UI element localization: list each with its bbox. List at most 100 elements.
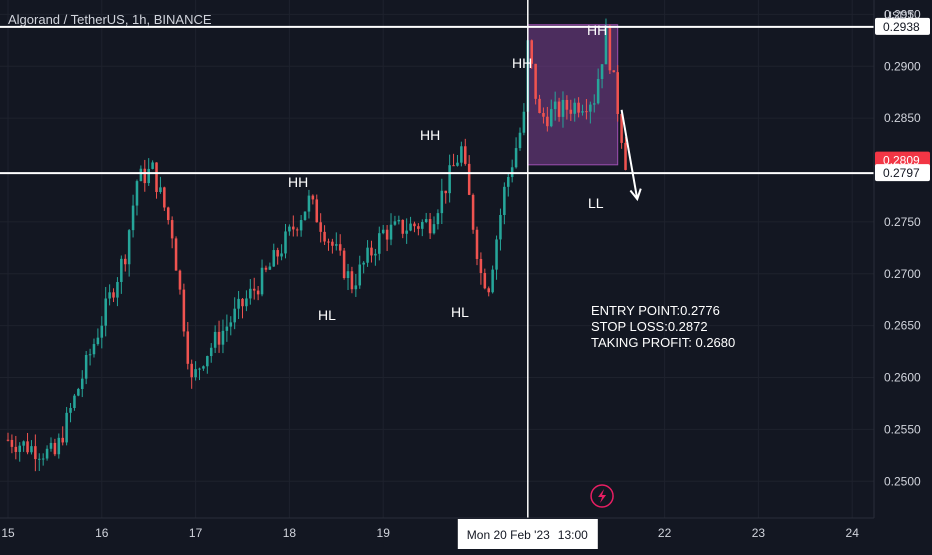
candle-body (424, 219, 428, 223)
x-tick-label: 22 (658, 526, 672, 540)
candle-body (464, 146, 467, 164)
candle-body (237, 298, 240, 309)
candle-body (135, 181, 139, 206)
candle-body (57, 437, 61, 455)
price-label-text: 0.2938 (883, 20, 920, 34)
candle-body (10, 439, 14, 447)
candle-body (182, 289, 186, 332)
candle-body (577, 102, 580, 113)
candle-body (561, 99, 565, 117)
candle-body (315, 199, 319, 223)
y-tick-label: 0.2550 (884, 422, 921, 436)
candle-body (542, 112, 545, 117)
candle-body (358, 264, 362, 286)
candle-body (104, 298, 107, 326)
candle-body (514, 148, 518, 168)
candle-body (292, 226, 295, 230)
candle-body (178, 270, 182, 290)
candle-body (538, 98, 541, 113)
candle-body (6, 439, 10, 441)
candle-body (616, 72, 619, 114)
candle-body (323, 231, 326, 242)
candle-body (311, 195, 315, 200)
hh-label: HH (512, 55, 533, 71)
candle-body (452, 165, 455, 167)
candle-body (483, 273, 487, 289)
candle-body (249, 288, 252, 299)
candle-body (233, 308, 236, 323)
candle-body (569, 109, 573, 114)
price-label-text: 0.2797 (883, 166, 920, 180)
projection-arrowhead (629, 188, 642, 202)
candle-body (241, 298, 244, 307)
candle-body (397, 219, 401, 222)
candle-body (92, 344, 96, 355)
candle-body (127, 230, 131, 265)
candle-body (37, 458, 41, 460)
candle-body (147, 168, 150, 184)
candle-body (272, 250, 276, 267)
candle-body (213, 331, 217, 348)
candle-body (276, 250, 279, 257)
candle-body (549, 109, 553, 127)
x-tick-label: 16 (95, 526, 109, 540)
candle-body (354, 285, 358, 290)
candle-body (159, 187, 162, 192)
candle-body (303, 211, 307, 221)
candle-body (186, 331, 190, 364)
candle-body (612, 70, 616, 73)
candle-body (620, 113, 623, 143)
candle-body (123, 258, 127, 265)
candle-body (221, 330, 225, 345)
candle-body (198, 368, 201, 370)
candle-body (589, 104, 592, 112)
candle-body (565, 99, 569, 110)
candle-body (331, 241, 334, 246)
candle-body (370, 247, 373, 256)
candle-body (530, 40, 533, 64)
candle-body (518, 132, 522, 149)
candle-body (405, 230, 408, 234)
candle-body (503, 186, 506, 216)
candle-body (252, 288, 256, 291)
y-axis-panel (874, 0, 932, 550)
crosshair-time-label: 13:00 (558, 528, 588, 542)
candle-body (436, 213, 440, 225)
candle-body (88, 354, 92, 356)
candle-body (280, 253, 283, 257)
candle-body (456, 162, 459, 166)
hl-label: HL (451, 304, 469, 320)
candle-body (155, 162, 158, 192)
candle-body (80, 378, 84, 390)
candle-body (229, 322, 233, 327)
sell-zone-rect (527, 24, 619, 166)
candle-body (202, 366, 205, 369)
candle-body (174, 238, 178, 271)
candle-body (592, 103, 596, 105)
candle-body (190, 363, 193, 378)
candle-body (393, 221, 397, 225)
candle-body (428, 219, 432, 234)
candle-body (346, 271, 350, 279)
candle-body (362, 262, 365, 265)
candle-body (448, 165, 451, 194)
entry-point-note: ENTRY POINT:0.2776 (591, 303, 720, 318)
y-tick-label: 0.2500 (884, 474, 921, 488)
candle-body (366, 247, 369, 263)
candle-body (381, 229, 385, 234)
candle-body (546, 116, 549, 127)
stop-loss-note: STOP LOSS:0.2872 (591, 319, 708, 334)
candle-body (440, 190, 444, 214)
candle-body (522, 111, 526, 133)
candle-body (350, 271, 354, 290)
y-axis-unit: USDT (884, 10, 914, 22)
candle-body (116, 281, 119, 298)
candle-body (475, 229, 479, 259)
candle-body (557, 101, 561, 117)
candle-body (573, 102, 576, 114)
candle-body (471, 194, 475, 230)
candle-body (338, 244, 342, 251)
candle-body (374, 253, 377, 256)
